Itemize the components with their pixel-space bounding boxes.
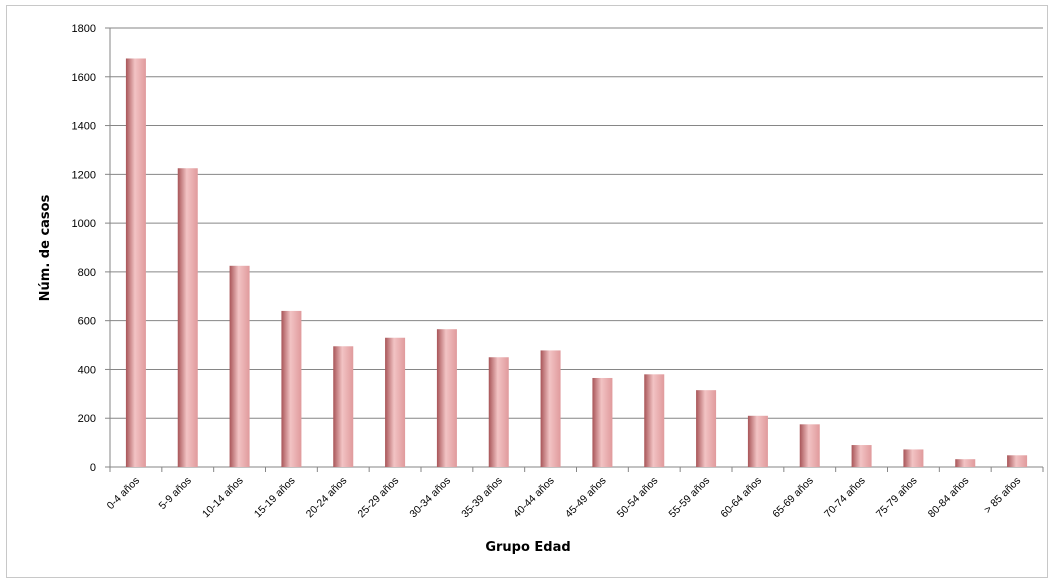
x-tick-label: > 85 años bbox=[982, 475, 1023, 516]
x-tick-label: 15-19 años bbox=[252, 475, 298, 521]
x-tick-labels: 0-4 años 5-9 años 10-14 años 15-19 años 20-2… bbox=[105, 475, 1024, 521]
bar bbox=[747, 415, 768, 467]
x-tick-label: 80-84 años bbox=[926, 475, 972, 521]
y-tick-label: 1200 bbox=[72, 169, 96, 181]
x-tick-label: 10-14 años bbox=[200, 475, 246, 521]
bar bbox=[903, 449, 924, 467]
x-tick-label: 20-24 años bbox=[304, 475, 350, 521]
bar bbox=[125, 58, 146, 467]
bar bbox=[851, 445, 872, 467]
x-tick-label: 65-69 años bbox=[770, 475, 816, 521]
x-tick-label: 5-9 años bbox=[156, 475, 193, 512]
x-tick-label: 75-79 años bbox=[874, 475, 920, 521]
bar bbox=[696, 390, 717, 467]
x-tick-label: 0-4 años bbox=[105, 475, 142, 512]
x-tick-label: 25-29 años bbox=[356, 475, 402, 521]
bar bbox=[229, 265, 250, 467]
bar bbox=[333, 346, 354, 467]
bar bbox=[799, 424, 820, 467]
y-tick-label: 1800 bbox=[72, 23, 96, 35]
y-tick-labels: 0 200 400 600 800 1000 1200 1400 1600 1800 bbox=[72, 23, 96, 474]
bar bbox=[955, 459, 976, 467]
x-tick-label: 45-49 años bbox=[563, 475, 609, 521]
y-tick-label: 0 bbox=[90, 462, 96, 474]
bar bbox=[177, 168, 198, 467]
bar bbox=[540, 350, 561, 467]
x-axis-title: Grupo Edad bbox=[485, 540, 570, 555]
bar bbox=[385, 337, 406, 467]
x-tick-label: 35-39 años bbox=[459, 475, 505, 521]
y-tick-label: 600 bbox=[78, 316, 96, 328]
x-tick-label: 60-64 años bbox=[718, 475, 764, 521]
y-tick-label: 800 bbox=[78, 267, 96, 279]
x-tick-label: 55-59 años bbox=[667, 475, 713, 521]
y-tick-label: 400 bbox=[78, 364, 96, 376]
bars bbox=[125, 58, 1028, 467]
axes bbox=[109, 28, 1044, 472]
bar bbox=[488, 357, 509, 467]
gridlines bbox=[105, 27, 1043, 468]
x-tick-label: 50-54 años bbox=[615, 475, 661, 521]
bar bbox=[281, 310, 302, 467]
y-tick-label: 1000 bbox=[72, 218, 96, 230]
y-axis-title: Núm. de casos bbox=[38, 194, 53, 301]
x-tick-label: 30-34 años bbox=[407, 475, 453, 521]
y-tick-label: 200 bbox=[78, 413, 96, 425]
bar bbox=[644, 374, 665, 467]
y-tick-label: 1600 bbox=[72, 72, 96, 84]
bar bbox=[592, 377, 613, 467]
x-tick-label: 70-74 años bbox=[822, 475, 868, 521]
y-tick-label: 1400 bbox=[72, 121, 96, 133]
bar bbox=[436, 329, 457, 467]
bar bbox=[1007, 455, 1028, 467]
x-tick-label: 40-44 años bbox=[511, 475, 557, 521]
